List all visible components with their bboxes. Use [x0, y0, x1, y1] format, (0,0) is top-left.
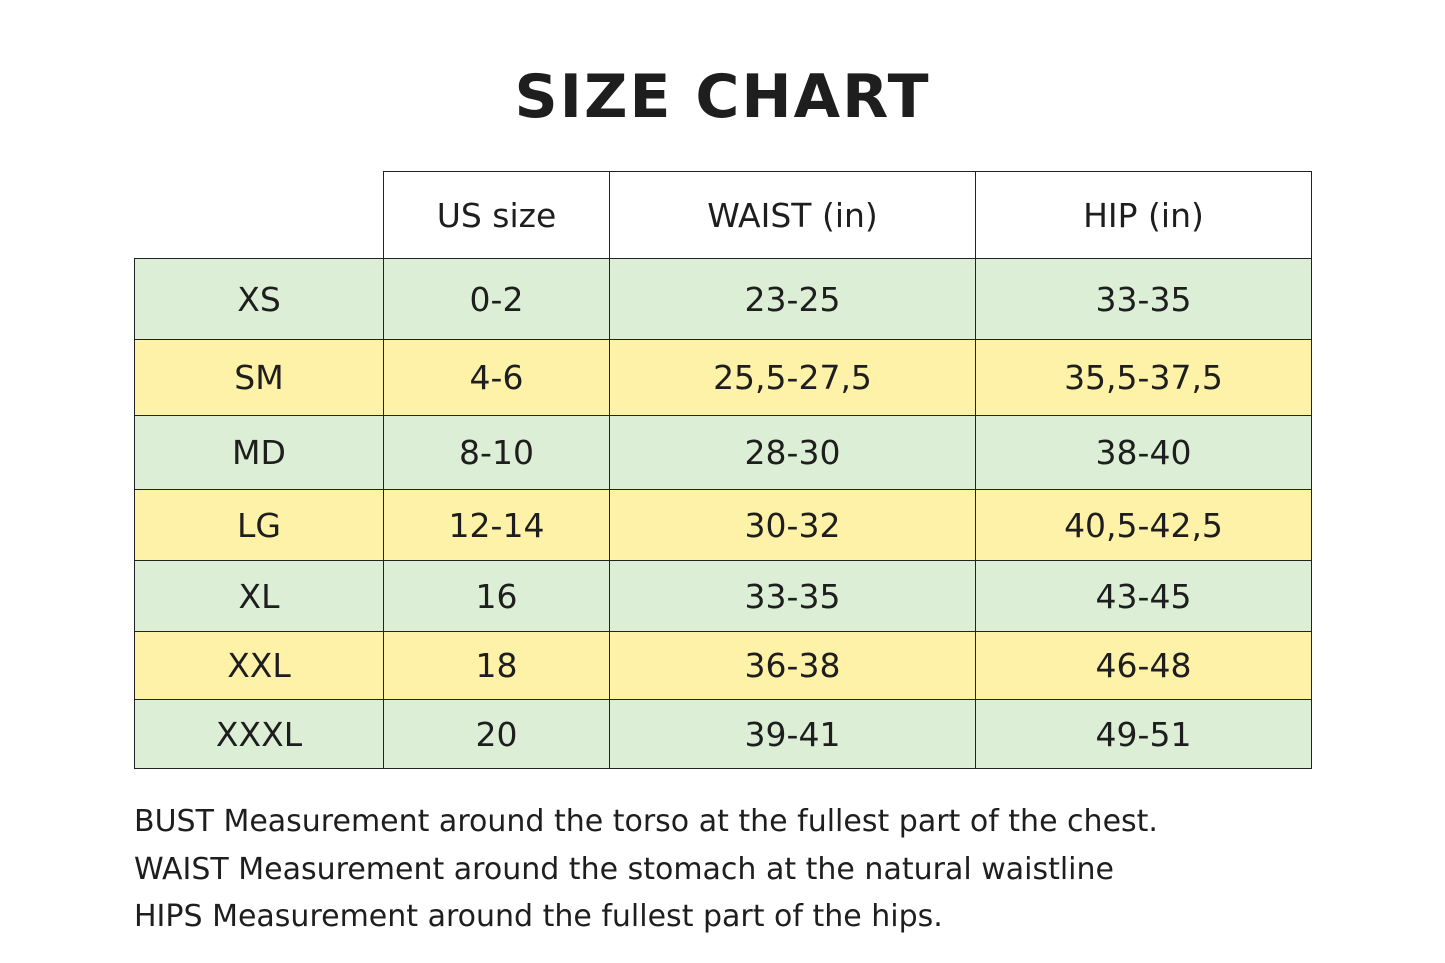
cell-size-label: XXXL [134, 699, 384, 769]
cell-hip: 35,5-37,5 [975, 339, 1312, 416]
cell-size-label: XL [134, 560, 384, 632]
cell-hip: 40,5-42,5 [975, 489, 1312, 561]
cell-waist: 30-32 [609, 489, 976, 561]
cell-us-size: 4-6 [383, 339, 610, 416]
cell-waist: 28-30 [609, 415, 976, 490]
cell-size-label: LG [134, 489, 384, 561]
cell-us-size: 18 [383, 631, 610, 700]
cell-waist: 39-41 [609, 699, 976, 769]
page-title: SIZE CHART [514, 62, 931, 132]
cell-us-size: 8-10 [383, 415, 610, 490]
cell-hip: 33-35 [975, 258, 1312, 340]
cell-waist: 36-38 [609, 631, 976, 700]
note-waist: WAIST Measurement around the stomach at … [134, 851, 1114, 887]
cell-us-size: 0-2 [383, 258, 610, 340]
header-us-size: US size [383, 171, 610, 259]
cell-hip: 46-48 [975, 631, 1312, 700]
measurement-notes: BUST Measurement around the torso at the… [134, 798, 1158, 941]
cell-hip: 43-45 [975, 560, 1312, 632]
cell-size-label: SM [134, 339, 384, 416]
cell-hip: 38-40 [975, 415, 1312, 490]
cell-size-label: XXL [134, 631, 384, 700]
cell-us-size: 20 [383, 699, 610, 769]
cell-us-size: 16 [383, 560, 610, 632]
cell-us-size: 12-14 [383, 489, 610, 561]
cell-size-label: XS [134, 258, 384, 340]
cell-waist: 33-35 [609, 560, 976, 632]
note-bust: BUST Measurement around the torso at the… [134, 804, 1158, 839]
header-waist: WAIST (in) [609, 171, 976, 259]
cell-waist: 25,5-27,5 [609, 339, 976, 416]
cell-size-label: MD [134, 415, 384, 490]
cell-hip: 49-51 [975, 699, 1312, 769]
note-hips: HIPS Measurement around the fullest part… [134, 899, 943, 934]
header-hip: HIP (in) [975, 171, 1312, 259]
cell-waist: 23-25 [609, 258, 976, 340]
